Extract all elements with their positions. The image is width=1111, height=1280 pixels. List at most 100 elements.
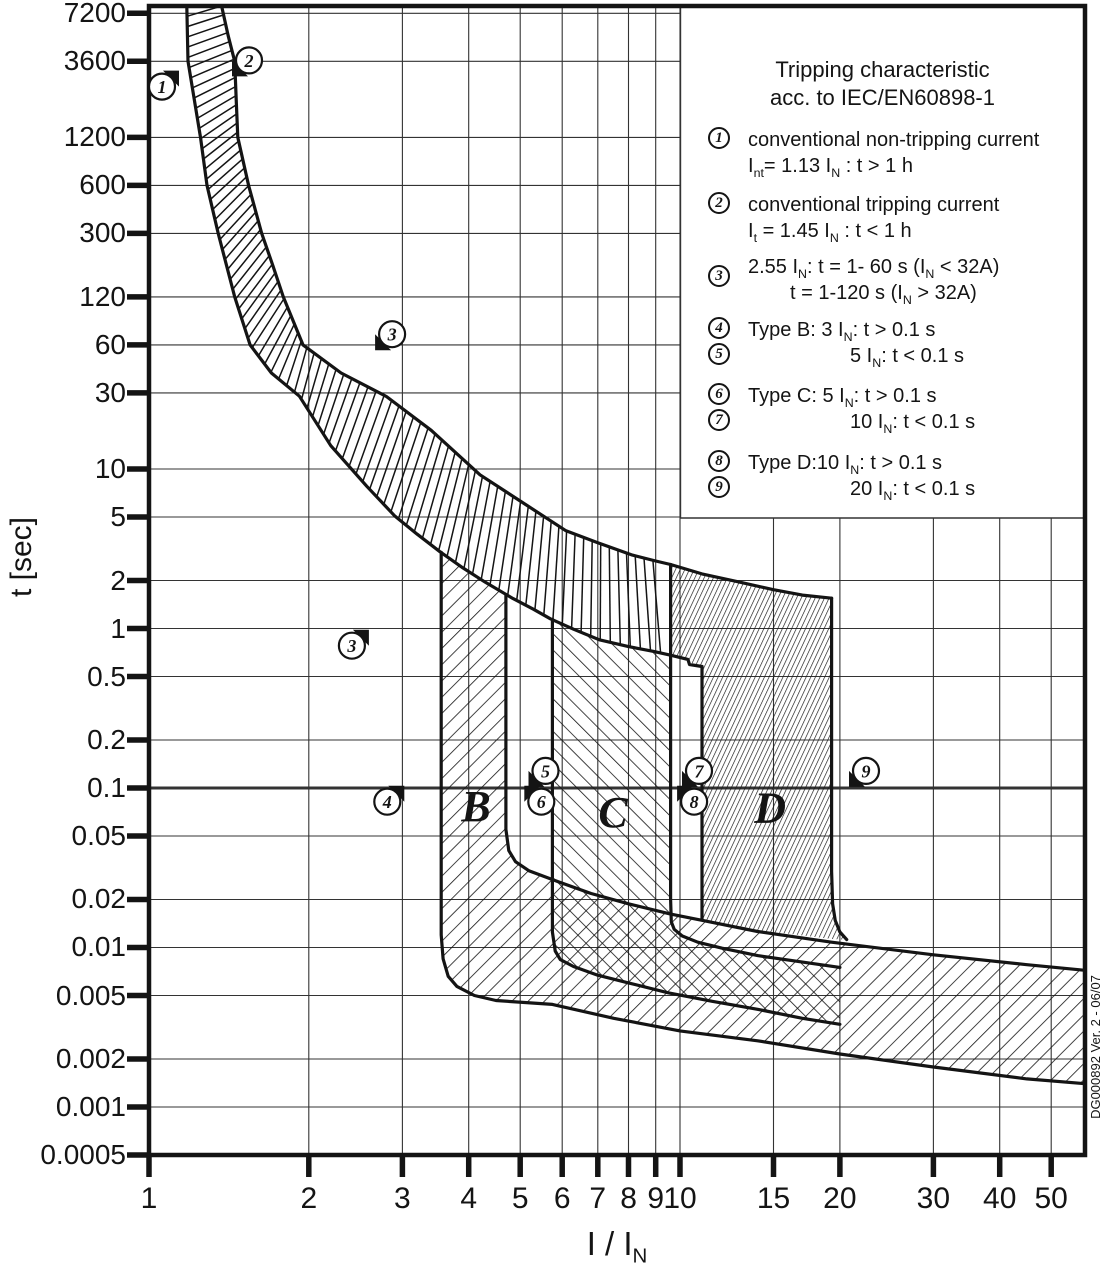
marker-6: 6 bbox=[524, 785, 556, 816]
thermal-rung bbox=[489, 491, 507, 586]
legend-item-number-5: 5 bbox=[708, 343, 730, 365]
marker-number: 8 bbox=[690, 792, 699, 812]
marker-number: 9 bbox=[862, 761, 871, 781]
thermal-rung bbox=[334, 382, 361, 452]
curve-c-max bbox=[668, 562, 842, 970]
thermal-rung bbox=[341, 386, 369, 459]
type-label-C: C bbox=[598, 788, 628, 837]
legend-item-number-4: 4 bbox=[708, 317, 730, 339]
thermal-rung bbox=[429, 452, 456, 545]
axis-ticks bbox=[127, 10, 1054, 1177]
y-tick-label: 0.5 bbox=[87, 660, 126, 692]
legend-item-number-9: 9 bbox=[708, 476, 730, 498]
thermal-rung bbox=[241, 272, 276, 320]
thermal-rung bbox=[552, 526, 560, 621]
legend-item-3-line1: 2.55 IN: t = 1- 60 s (IN < 32A) bbox=[748, 256, 1000, 281]
y-tick-label: 5 bbox=[110, 501, 126, 533]
y-tick-label: 1200 bbox=[63, 121, 126, 153]
y-tick-label: 3600 bbox=[63, 45, 126, 77]
thermal-rung bbox=[270, 323, 296, 373]
thermal-rung bbox=[506, 501, 522, 596]
y-tick-label: 0.05 bbox=[71, 820, 127, 852]
legend-item-5-line1: 5 IN: t < 0.1 s bbox=[850, 345, 965, 370]
legend-item-7-line1: 10 IN: t < 0.1 s bbox=[850, 411, 976, 436]
thermal-band-hatch bbox=[186, 6, 662, 654]
thermal-rung bbox=[202, 131, 239, 160]
y-tick-label: 0.001 bbox=[55, 1090, 126, 1122]
curve-b-max bbox=[504, 593, 1087, 972]
thermal-rung bbox=[244, 280, 279, 330]
thermal-rung bbox=[198, 104, 237, 130]
marker-number: 3 bbox=[346, 636, 356, 656]
marker-circle bbox=[234, 46, 264, 75]
thermal-rung bbox=[498, 496, 514, 591]
y-tick-label: 120 bbox=[79, 280, 126, 312]
thermal-rung bbox=[454, 470, 477, 563]
y-tick-label: 0.01 bbox=[71, 931, 127, 963]
x-tick-label: 30 bbox=[916, 1182, 951, 1215]
thermal-rung bbox=[375, 411, 407, 498]
thermal-rung bbox=[570, 534, 576, 629]
y-tick-label: 300 bbox=[79, 217, 126, 249]
legend-item-number-2: 2 bbox=[708, 192, 730, 214]
thermal-rung bbox=[413, 439, 443, 533]
thermal-rung bbox=[204, 140, 240, 170]
marker-8: 8 bbox=[677, 785, 709, 816]
thermal-rung bbox=[446, 464, 470, 557]
marker-4: 4 bbox=[373, 785, 405, 816]
y-tick-label: 0.2 bbox=[87, 723, 126, 755]
thermal-rung bbox=[247, 289, 282, 339]
thermal-rung bbox=[311, 363, 330, 418]
thermal-rung bbox=[405, 433, 436, 526]
marker-number: 2 bbox=[244, 51, 254, 71]
curve-c-min bbox=[550, 617, 842, 1026]
thermal-rung bbox=[232, 246, 267, 290]
annotation-markers: 1 2 3 3 4 5 6 7 8 9 bbox=[147, 46, 881, 816]
thermal-rung bbox=[200, 113, 238, 140]
thermal-rung bbox=[187, 31, 228, 48]
thermal-rung bbox=[227, 229, 262, 270]
thermal-rung bbox=[463, 476, 484, 569]
y-tick-label: 0.1 bbox=[87, 772, 126, 803]
thermal-rung bbox=[634, 555, 642, 649]
type-label-D: D bbox=[753, 784, 786, 833]
x-axis-title: I / IN bbox=[586, 1225, 648, 1268]
thermal-rung bbox=[471, 481, 491, 575]
marker-number: 7 bbox=[695, 761, 705, 781]
thermal-rung bbox=[221, 211, 257, 251]
thermal-rung bbox=[224, 220, 259, 260]
x-tick-label: 1 bbox=[140, 1182, 158, 1215]
thermal-rung bbox=[195, 85, 237, 109]
thermal-rung bbox=[397, 427, 429, 520]
doc-version-watermark: DG000892 Ver. 2 - 06/07 bbox=[1088, 975, 1103, 1119]
thermal-rung bbox=[515, 506, 530, 601]
y-tick-label: 1 bbox=[110, 612, 126, 644]
limit-curves bbox=[185, 4, 1087, 1086]
type-label-B: B bbox=[460, 782, 490, 831]
y-axis-title: t [sec] bbox=[5, 516, 38, 598]
thermal-rung bbox=[293, 347, 308, 393]
marker-number: 1 bbox=[158, 77, 167, 97]
thermal-rung bbox=[361, 400, 393, 483]
legend-item-1-line1: conventional non-tripping current bbox=[748, 129, 1040, 151]
marker-circle bbox=[337, 631, 366, 660]
thermal-rung bbox=[543, 521, 552, 616]
y-tick-label: 10 bbox=[94, 453, 126, 485]
thermal-rung bbox=[263, 315, 292, 365]
legend-item-2-line2: It = 1.45 IN : t < 1 h bbox=[748, 220, 912, 245]
legend-backing bbox=[680, 6, 1085, 518]
thermal-rung bbox=[191, 67, 236, 89]
thermal-rung bbox=[219, 202, 254, 241]
y-tick-label: 30 bbox=[94, 376, 126, 408]
thermal-rung bbox=[187, 23, 226, 38]
legend-panel: Tripping characteristic acc. to IEC/EN60… bbox=[680, 6, 1085, 518]
x-tick-label: 5 bbox=[511, 1182, 529, 1215]
thermal-rung bbox=[300, 352, 315, 400]
thermal-rung bbox=[437, 458, 463, 551]
y-tick-label: 2 bbox=[110, 564, 126, 596]
thermal-rung bbox=[328, 378, 353, 444]
legend-title: Tripping characteristic acc. to IEC/EN60… bbox=[680, 56, 1085, 112]
thermal-rung bbox=[205, 149, 242, 180]
x-tick-label: 15 bbox=[756, 1182, 791, 1215]
thermal-rung bbox=[186, 14, 224, 28]
